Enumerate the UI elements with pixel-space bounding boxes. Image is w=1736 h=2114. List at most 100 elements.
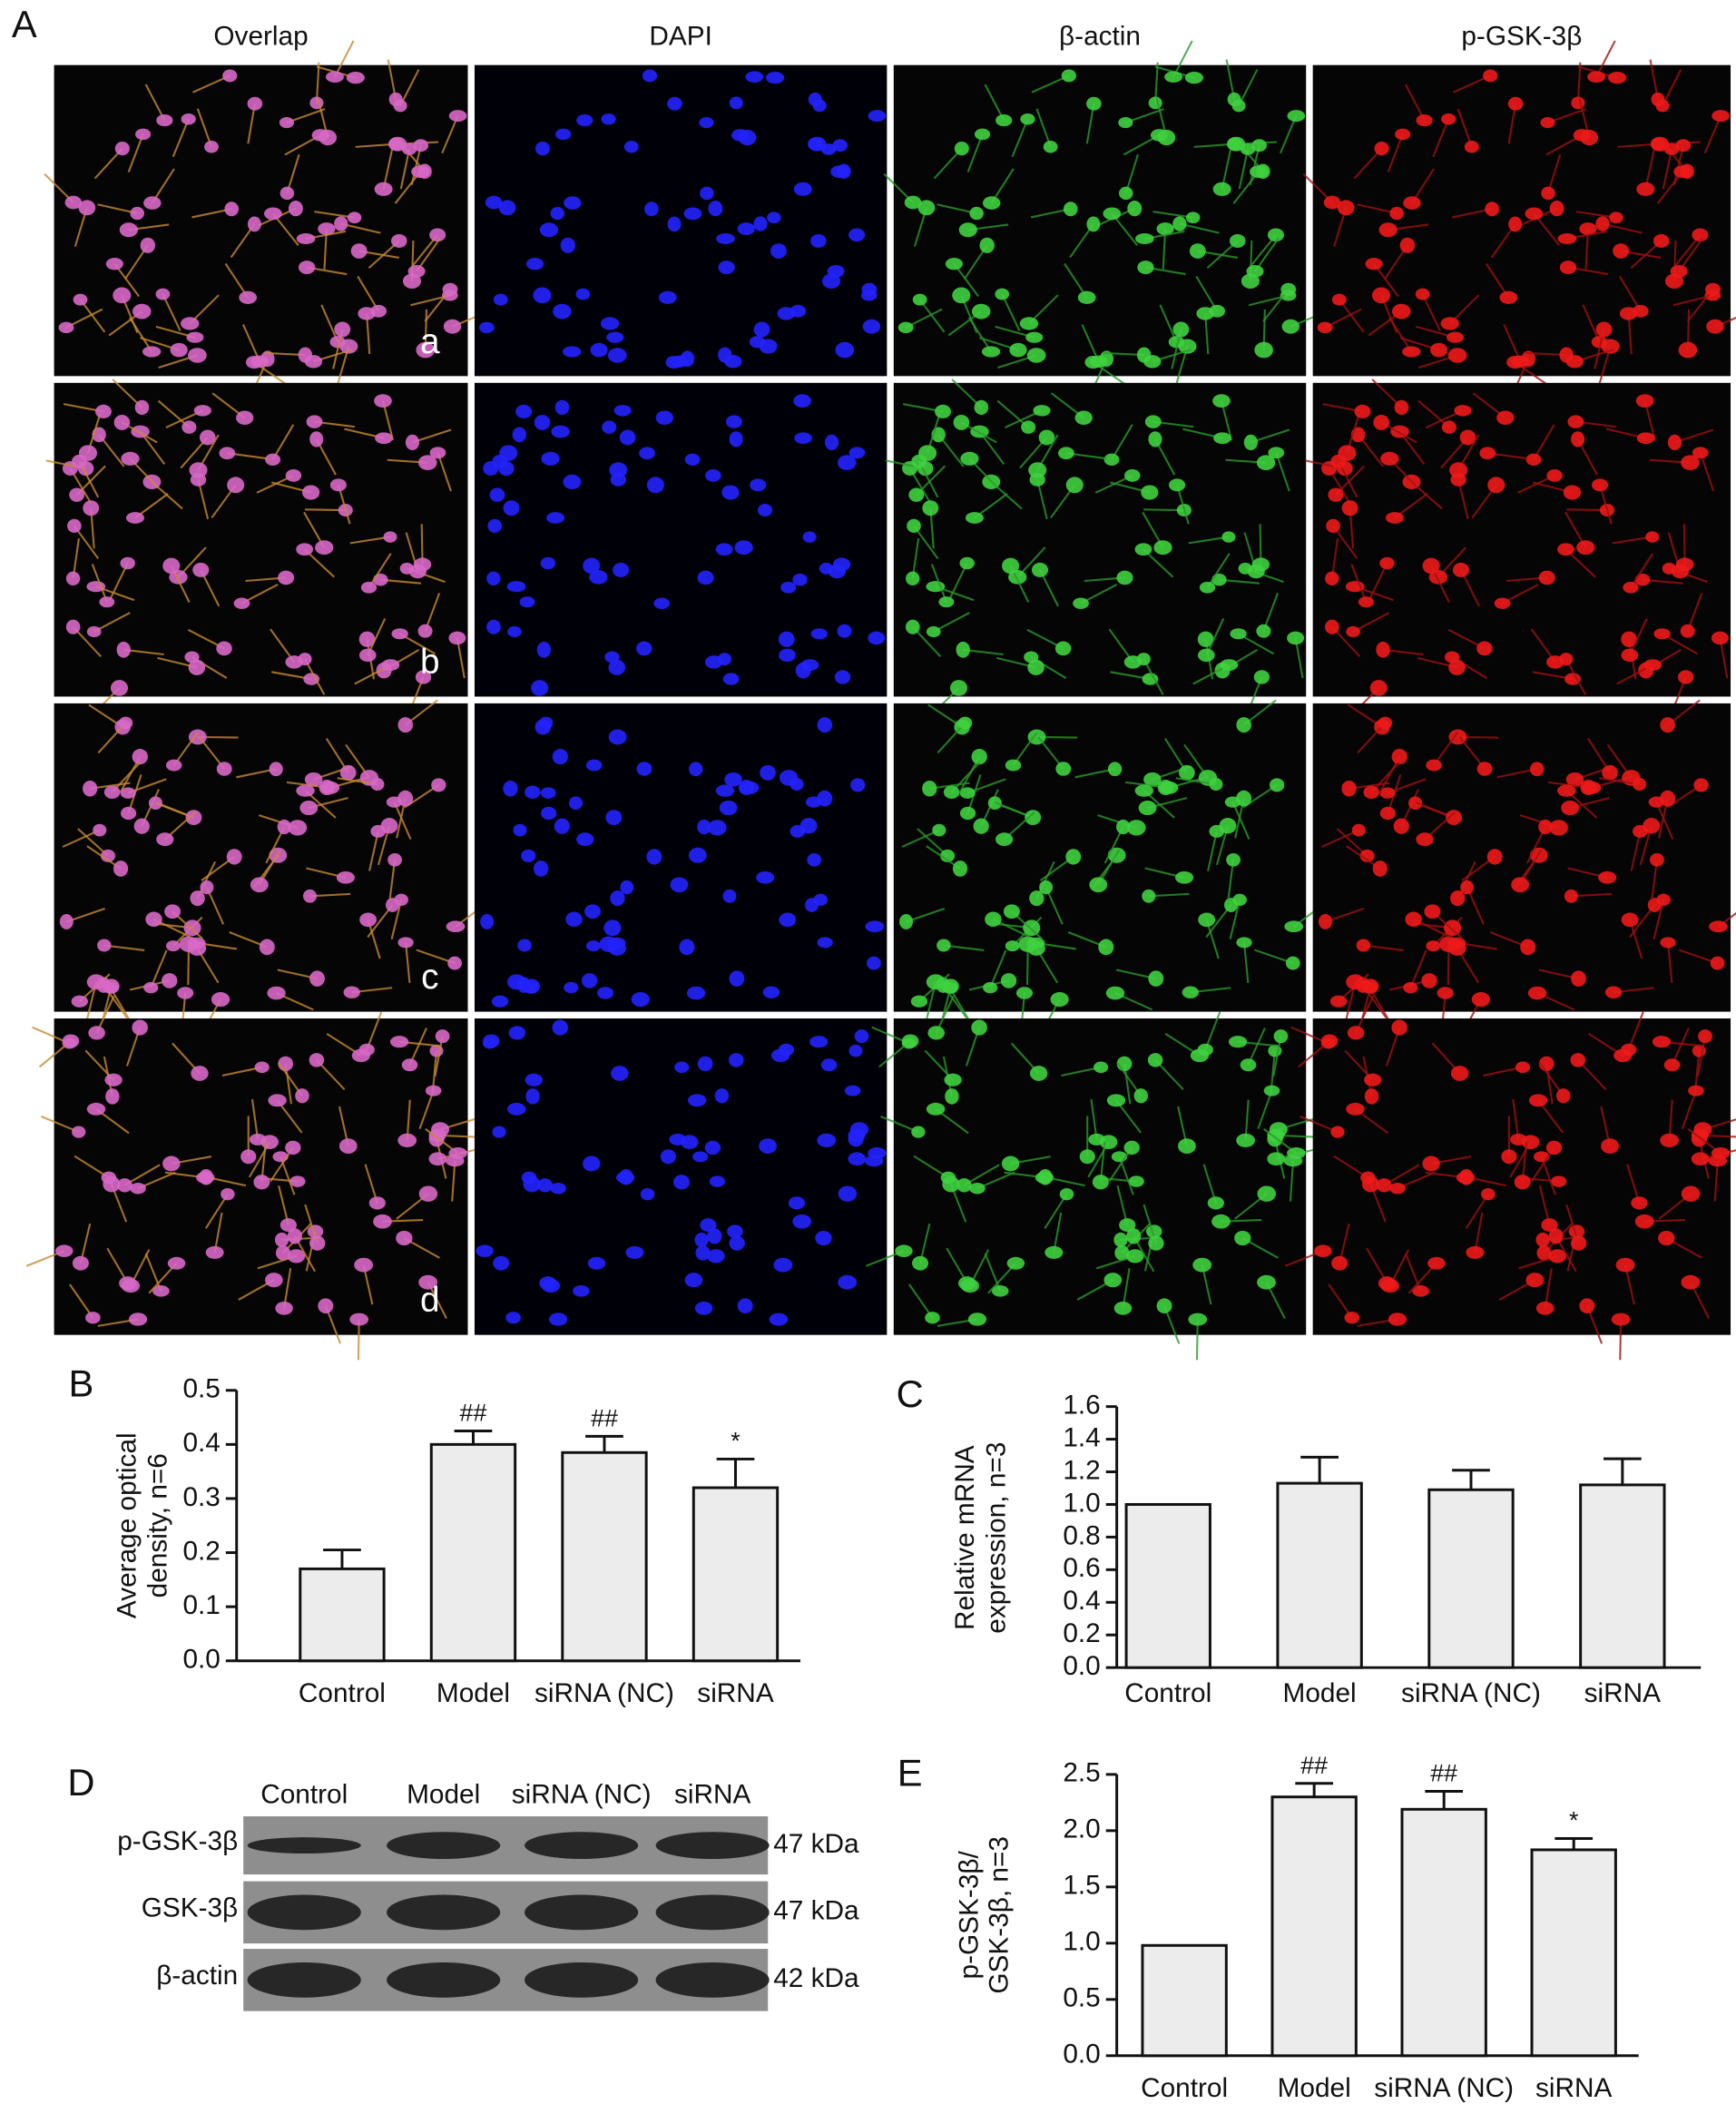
y-tick-label: 2.0 [1063,1814,1100,1844]
cell [1148,431,1162,447]
x-tick-label: siRNA (NC) [1374,2073,1514,2103]
cell [525,1088,540,1105]
cell [1595,216,1610,231]
cell [673,1175,691,1190]
cell [306,415,323,428]
cell [960,451,979,466]
fiber [1368,988,1392,1024]
fiber [1388,317,1413,353]
cell [697,819,711,835]
cell [1031,562,1049,577]
cell [1033,405,1051,417]
cell [613,562,630,577]
cell [1250,165,1269,179]
y-tick-label: 0.8 [1063,1520,1100,1550]
cell [639,447,655,460]
cell [190,473,207,487]
cell [88,1026,105,1040]
cell [607,348,627,363]
fiber [315,62,320,103]
cell [623,141,639,153]
cell [940,849,956,862]
cell [1341,500,1358,516]
cell [486,571,501,585]
cell [493,293,508,306]
cell [969,206,984,221]
cell [505,1312,521,1324]
cell [765,72,785,84]
fiber [388,860,397,900]
fiber [1357,722,1387,754]
cell [1123,1140,1140,1155]
micrograph [474,64,888,377]
cell [1361,1175,1380,1193]
cell [707,1249,725,1263]
cell [498,200,516,216]
cell [1074,410,1093,425]
cell [959,556,975,570]
cell [1213,432,1231,445]
cell [525,1073,543,1086]
cell [1003,904,1020,919]
cell [425,1085,442,1096]
x-tick-label: Control [299,1678,386,1708]
cell [901,1034,919,1048]
cell [861,282,878,297]
cell [1391,749,1407,765]
cell [267,986,286,1000]
cell [1156,222,1174,235]
x-tick-label: siRNA [697,1678,774,1708]
cell [837,624,852,638]
fiber [1195,1319,1199,1361]
cell [716,233,735,245]
fiber [1204,313,1210,355]
fiber [1582,304,1601,343]
cell [954,141,969,156]
cell [1020,113,1035,125]
fiber [1626,1164,1641,1204]
cell [983,981,998,994]
cell [575,288,591,300]
cell [254,1061,270,1074]
fiber [1651,860,1658,900]
cell [1325,571,1339,585]
fiber [1227,860,1235,900]
cell [1580,129,1599,146]
fiber [1195,275,1219,312]
cell [1369,680,1388,696]
cell [1086,216,1101,232]
y-tick-label: 1.6 [1063,1391,1100,1421]
cell [329,478,347,492]
micrograph-bg [474,382,888,697]
cell [1678,670,1694,684]
fiber [1544,1268,1553,1309]
cell [636,641,652,656]
fiber [1421,293,1441,331]
cell [132,749,148,765]
micrograph [893,699,1328,1036]
fiber [456,637,466,679]
fiber [1564,658,1587,695]
cell [360,581,378,594]
y-axis-label: Average optical [112,1432,142,1618]
cell [1507,96,1524,111]
fiber [1368,563,1388,601]
cell [480,914,495,929]
cell [59,914,74,929]
cell [1598,871,1617,884]
cell [700,186,714,201]
significance: ## [1430,1760,1457,1787]
fiber [1176,485,1190,525]
cell [583,557,601,575]
cell [1019,317,1039,330]
cell [539,1276,557,1291]
cell [1027,659,1045,675]
cell [1325,619,1339,634]
cell [1329,995,1348,1008]
cell [971,303,991,320]
cell [1564,673,1581,685]
cell [1015,987,1033,999]
cell [684,1273,703,1288]
y-tick-label: 0.2 [182,1536,220,1566]
fiber [1599,485,1613,525]
